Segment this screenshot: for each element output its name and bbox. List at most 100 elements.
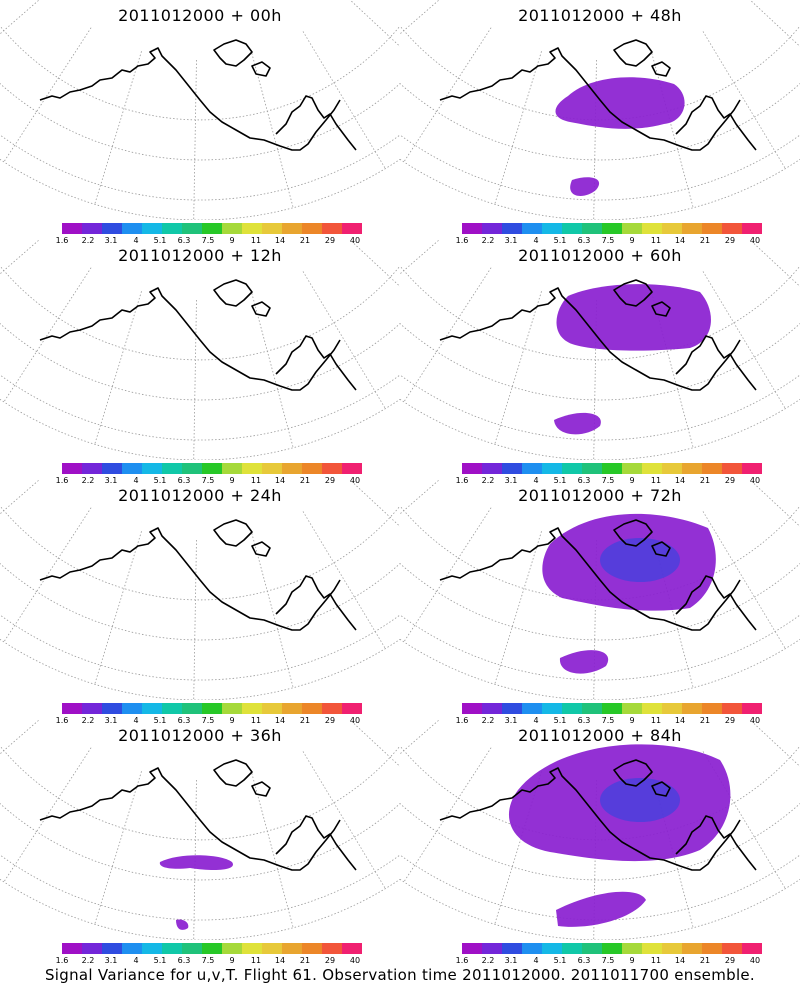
colorbar-swatch — [182, 223, 202, 234]
colorbar-swatch — [722, 943, 742, 954]
colorbar-swatch — [602, 943, 622, 954]
map-plot — [0, 720, 400, 940]
colorbar-swatch — [162, 703, 182, 714]
colorbar-tick-label: 7.5 — [601, 716, 615, 725]
meridian-line — [251, 773, 294, 928]
map-panel: 2011012000 + 24h 1.6 2.2 3.1 4 5.1 6.3 7.5 9 11 14… — [0, 480, 400, 725]
colorbar-tick-label: 9 — [629, 956, 635, 965]
colorbar-tick-label: 6.3 — [577, 476, 591, 485]
colorbar-swatch — [282, 463, 302, 474]
meridian-line — [94, 771, 142, 925]
colorbar-swatch — [162, 223, 182, 234]
meridian-line — [403, 507, 492, 643]
coastline — [613, 39, 671, 77]
colorbar-tick-label: 3.1 — [104, 236, 118, 245]
colorbar-tick-label: 1.6 — [55, 956, 69, 965]
colorbar-swatch — [62, 703, 82, 714]
colorbar — [62, 463, 362, 474]
colorbar-tick-label: 2.2 — [481, 236, 495, 245]
colorbar-tick-label: 5.1 — [153, 236, 167, 245]
colorbar-tick-label: 2.2 — [481, 956, 495, 965]
colorbar-swatch — [222, 943, 242, 954]
colorbar-tick-label: 3.1 — [104, 716, 118, 725]
meridian-line — [251, 53, 294, 208]
domain-boundary — [0, 158, 400, 220]
colorbar-tick-label: 21 — [299, 476, 311, 485]
coastline — [275, 575, 357, 631]
colorbar-swatch — [662, 943, 682, 954]
colorbar-swatch — [202, 463, 222, 474]
colorbar-tick-label: 7.5 — [201, 476, 215, 485]
panel-title: 2011012000 + 24h — [118, 486, 282, 505]
colorbar-swatch — [742, 943, 762, 954]
meridian-line — [593, 299, 597, 460]
colorbar-swatch — [82, 703, 102, 714]
colorbar-tick-label: 7.5 — [601, 236, 615, 245]
colorbar-swatch — [142, 223, 162, 234]
colorbar-swatch — [462, 703, 482, 714]
meridian-line — [651, 533, 694, 688]
colorbar-tick-label: 3.1 — [504, 716, 518, 725]
colorbar-swatch — [682, 463, 702, 474]
colorbar-tick-label: 21 — [299, 236, 311, 245]
colorbar-swatch — [142, 943, 162, 954]
colorbar-tick-label: 21 — [699, 236, 711, 245]
coastline — [213, 39, 271, 77]
variance-region — [554, 412, 601, 435]
colorbar-swatch — [742, 223, 762, 234]
meridian-line — [593, 539, 597, 700]
variance-region — [559, 650, 609, 674]
colorbar-swatch — [142, 463, 162, 474]
colorbar-tick-label: 2.2 — [81, 476, 95, 485]
map-plot — [400, 720, 800, 940]
colorbar-swatch — [662, 223, 682, 234]
colorbar-tick-label: 2.2 — [481, 476, 495, 485]
colorbar-tick-label: 40 — [349, 716, 361, 725]
variance-region — [556, 891, 646, 927]
coastline — [39, 287, 341, 391]
colorbar-swatch — [482, 463, 502, 474]
meridian-line — [193, 539, 197, 700]
colorbar-swatch — [522, 223, 542, 234]
colorbar-swatch — [282, 223, 302, 234]
meridian-line — [494, 771, 542, 925]
meridian-line — [651, 773, 694, 928]
colorbar-swatch — [622, 223, 642, 234]
colorbar-swatch — [302, 703, 322, 714]
colorbar-tick-label: 9 — [229, 956, 235, 965]
colorbar-swatch — [482, 703, 502, 714]
colorbar-tick-label: 4 — [133, 956, 139, 965]
colorbar-swatch — [702, 943, 722, 954]
colorbar-tick-label: 11 — [250, 476, 262, 485]
colorbar-swatch — [542, 223, 562, 234]
colorbar-tick-label: 4 — [533, 716, 539, 725]
variance-region — [600, 538, 680, 582]
panel-title: 2011012000 + 00h — [118, 6, 282, 25]
colorbar-tick-label: 7.5 — [201, 716, 215, 725]
variance-region — [556, 284, 711, 351]
meridian-line — [3, 507, 92, 643]
colorbar-swatch — [562, 703, 582, 714]
colorbar-swatch — [642, 943, 662, 954]
colorbar-tick-label: 4 — [133, 236, 139, 245]
coastline — [439, 527, 741, 631]
colorbar-swatch — [522, 703, 542, 714]
colorbar-swatch — [302, 463, 322, 474]
colorbar-tick-label: 1.6 — [455, 716, 469, 725]
colorbar-swatch — [122, 223, 142, 234]
colorbar-swatch — [602, 223, 622, 234]
colorbar-swatch — [342, 463, 362, 474]
coastline — [439, 47, 741, 151]
colorbar-tick-label: 40 — [349, 956, 361, 965]
colorbar-tick-label: 9 — [629, 716, 635, 725]
colorbar-swatch — [122, 943, 142, 954]
colorbar-tick-label: 3.1 — [504, 956, 518, 965]
colorbar-swatch — [582, 223, 602, 234]
colorbar-tick-labels: 1.6 2.2 3.1 4 5.1 6.3 7.5 9 11 14 21 29 40 — [452, 956, 760, 966]
colorbar-swatch — [182, 943, 202, 954]
colorbar-swatch — [202, 943, 222, 954]
colorbar-tick-label: 7.5 — [601, 476, 615, 485]
colorbar-swatch — [502, 463, 522, 474]
colorbar-swatch — [642, 223, 662, 234]
meridian-line — [302, 271, 386, 409]
